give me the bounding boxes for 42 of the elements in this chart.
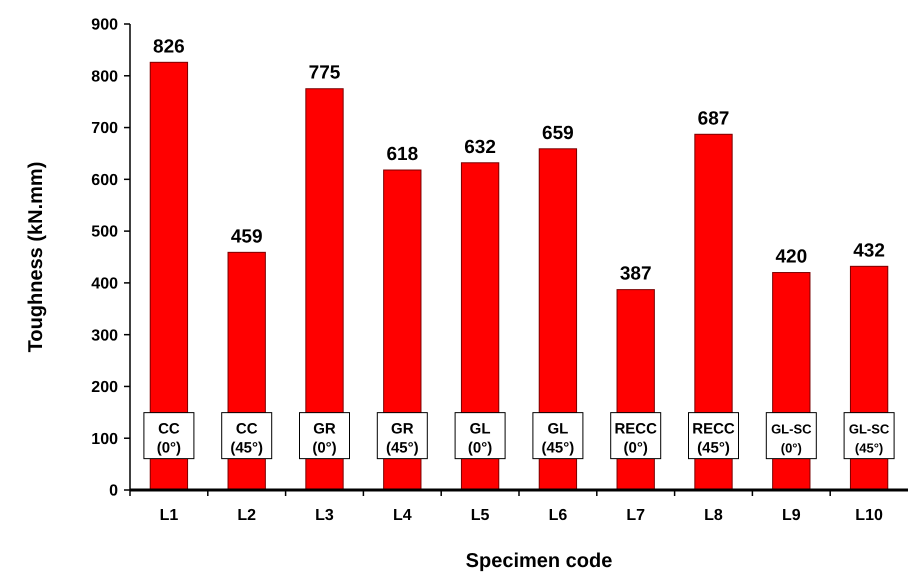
data-label: 459 <box>230 226 263 248</box>
x-tick-label: L1 <box>160 507 178 524</box>
y-tick-label: 0 <box>109 482 118 500</box>
y-axis-title: Toughness (kN.mm) <box>25 162 47 352</box>
x-tick-label: L6 <box>548 507 568 524</box>
x-tick-label: L4 <box>392 507 412 524</box>
y-tick-label: 400 <box>91 275 118 292</box>
x-tick-label: L10 <box>855 507 883 524</box>
x-tick-label: L9 <box>782 507 801 524</box>
data-label: 420 <box>775 246 808 268</box>
annotation: GL-SC (0°) <box>771 422 812 456</box>
data-label: 775 <box>308 62 341 84</box>
x-tick-label: L5 <box>470 507 490 524</box>
annotation: RECC (0°) <box>614 420 658 457</box>
y-tick-label: 300 <box>91 327 118 344</box>
y-tick-label: 800 <box>91 68 118 86</box>
y-tick-label: 900 <box>91 16 118 34</box>
annotation: CC (0°) <box>156 420 182 457</box>
data-label: 387 <box>620 264 652 285</box>
y-tick-label: 100 <box>91 430 118 448</box>
annotation: GL (45°) <box>542 420 574 457</box>
data-label: 432 <box>853 240 885 262</box>
data-label: 618 <box>386 144 418 166</box>
data-label: 826 <box>153 36 185 58</box>
x-tick-label: L3 <box>315 507 334 524</box>
annotation: CC (45°) <box>230 420 264 457</box>
data-label: 632 <box>464 136 496 158</box>
annotation: RECC (45°) <box>692 420 735 457</box>
data-label: 659 <box>542 122 574 144</box>
y-tick-label: 500 <box>91 224 118 241</box>
x-tick-label: L8 <box>704 507 723 524</box>
y-tick-label: 600 <box>91 172 118 189</box>
x-tick-label: L2 <box>237 507 256 524</box>
annotation: GR (45°) <box>386 420 419 457</box>
x-axis-title: Specimen code <box>466 550 612 572</box>
data-label: 687 <box>698 108 730 130</box>
y-tick-label: 700 <box>91 120 118 138</box>
annotation: GL-SC (45°) <box>848 422 890 456</box>
y-tick-label: 200 <box>91 379 118 396</box>
annotation: GL (0°) <box>468 420 492 457</box>
x-tick-label: L7 <box>626 507 646 524</box>
annotation: GR (0°) <box>312 420 337 457</box>
